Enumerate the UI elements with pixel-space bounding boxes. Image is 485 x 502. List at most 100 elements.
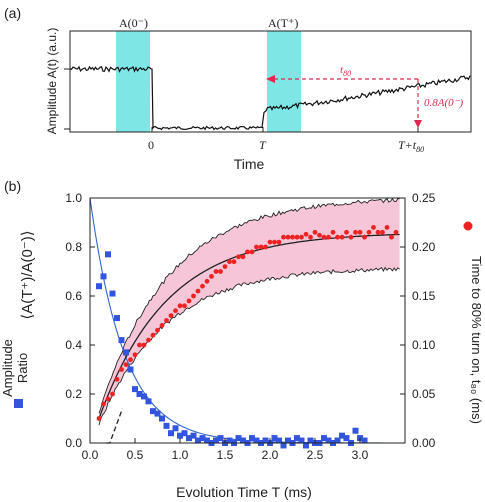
ratio-point <box>150 408 156 415</box>
panel-b-ylabel-amplitude: Amplitude <box>0 339 15 397</box>
y-tick-label: 0.2 <box>65 387 82 401</box>
t80-point <box>348 234 354 240</box>
ratio-point <box>262 437 269 444</box>
t80-point <box>132 352 138 358</box>
ratio-point <box>199 435 206 442</box>
t80-point <box>200 283 205 289</box>
panel-b-ticks: 0.0 0.5 1.0 1.5 2.0 2.5 3.0 0.0 0.2 0.4 0.6 0.8 1.0 0… <box>65 191 435 462</box>
ratio-point <box>334 437 341 444</box>
t80-point <box>339 234 345 240</box>
t80-point <box>375 229 381 235</box>
t80-point <box>195 288 201 294</box>
t80-point <box>299 234 304 240</box>
t80-point <box>285 234 291 240</box>
t80-annotation <box>266 75 422 128</box>
x-tick-label: 2.5 <box>307 448 324 462</box>
ratio-point <box>100 273 107 280</box>
t80-point <box>177 303 183 309</box>
ratio-point <box>271 435 278 442</box>
panel-b-ylabel-ratio-word: Ratio <box>15 353 30 383</box>
t80-point <box>357 229 363 235</box>
t80-point <box>380 229 385 235</box>
t80-point <box>294 234 300 240</box>
t80-arrow-head <box>266 75 275 83</box>
t80-point <box>263 244 268 250</box>
t80-point <box>209 274 214 279</box>
t80-point <box>290 234 295 240</box>
t80-point <box>101 401 106 407</box>
t80-point <box>330 229 336 235</box>
ratio-point <box>159 415 165 422</box>
t80-point <box>150 332 156 338</box>
ratio-point <box>172 425 179 432</box>
panel-b-frame <box>89 197 406 444</box>
t80-point <box>227 259 232 265</box>
t80-fit-extrapolation <box>106 408 124 444</box>
y-tick-label: 0.4 <box>65 338 82 352</box>
panel-b-ylabel-right: Time to 80% turn on, t₈₀ (ms) <box>469 256 484 424</box>
panel-b-xlabel: Evolution Time T (ms) <box>176 484 312 500</box>
t80-point <box>159 323 165 328</box>
t80-point <box>168 313 174 318</box>
t80-point <box>222 264 228 269</box>
panel-a-xlabel: Time <box>234 156 265 172</box>
t80-point <box>191 293 196 299</box>
t80-point <box>186 298 192 304</box>
ratio-point <box>352 427 359 434</box>
ratio-point <box>118 337 125 344</box>
t80-point <box>335 234 340 240</box>
y-tick-label: 0.8 <box>65 240 82 254</box>
ratio-point <box>217 435 224 442</box>
box1-label: A(0⁻) <box>119 16 148 30</box>
panel-b-label: (b) <box>4 178 21 194</box>
y-tick-label: 0.6 <box>65 289 82 303</box>
t80-point <box>128 357 133 363</box>
t80-point <box>218 269 223 274</box>
t80-point <box>231 259 237 265</box>
ratio-point <box>294 435 300 442</box>
x-tick-label: 0.0 <box>82 448 99 462</box>
y2-tick-label: 0.10 <box>412 338 436 352</box>
ratio-point <box>145 398 152 405</box>
t80-label: t80 <box>340 64 351 78</box>
ratio-point <box>285 437 291 444</box>
y-tick-label: 0.0 <box>65 436 82 450</box>
ratio-legend-marker <box>14 399 23 408</box>
y2-tick-label: 0.25 <box>412 191 436 205</box>
t80-point <box>105 396 111 402</box>
t80-point <box>281 234 286 240</box>
panel-a-label: (a) <box>4 5 21 21</box>
ratio-point <box>339 432 345 439</box>
ratio-point <box>321 435 327 442</box>
t80-point <box>389 234 394 240</box>
x-tick-label: 0.5 <box>127 448 144 462</box>
t80-point <box>384 225 390 230</box>
x-tick-label-0: 0 <box>148 138 154 152</box>
ratio-point <box>249 435 255 442</box>
t80-point <box>123 362 129 367</box>
ratio-point <box>213 437 219 444</box>
ratio-point <box>325 437 332 444</box>
ratio-point <box>168 430 174 437</box>
band-upper-edge <box>98 197 400 414</box>
frac-arrow-head <box>414 120 422 128</box>
t80-point <box>353 229 358 235</box>
ratio-point <box>177 432 183 439</box>
ratio-point <box>190 432 197 439</box>
t80-point <box>110 391 115 397</box>
ratio-point <box>195 437 201 444</box>
ratio-point <box>235 435 242 442</box>
shaded-region-before <box>116 31 150 132</box>
t80-point <box>366 229 372 235</box>
ratio-point <box>240 437 246 444</box>
t80-points <box>96 225 399 421</box>
ratio-point <box>343 435 350 442</box>
t80-point <box>371 225 376 230</box>
t80-point <box>245 249 250 255</box>
t80-point <box>204 278 210 284</box>
t80-point <box>258 244 264 250</box>
ratio-point <box>132 386 138 393</box>
t80-point <box>96 416 102 421</box>
t80-point <box>213 269 219 274</box>
